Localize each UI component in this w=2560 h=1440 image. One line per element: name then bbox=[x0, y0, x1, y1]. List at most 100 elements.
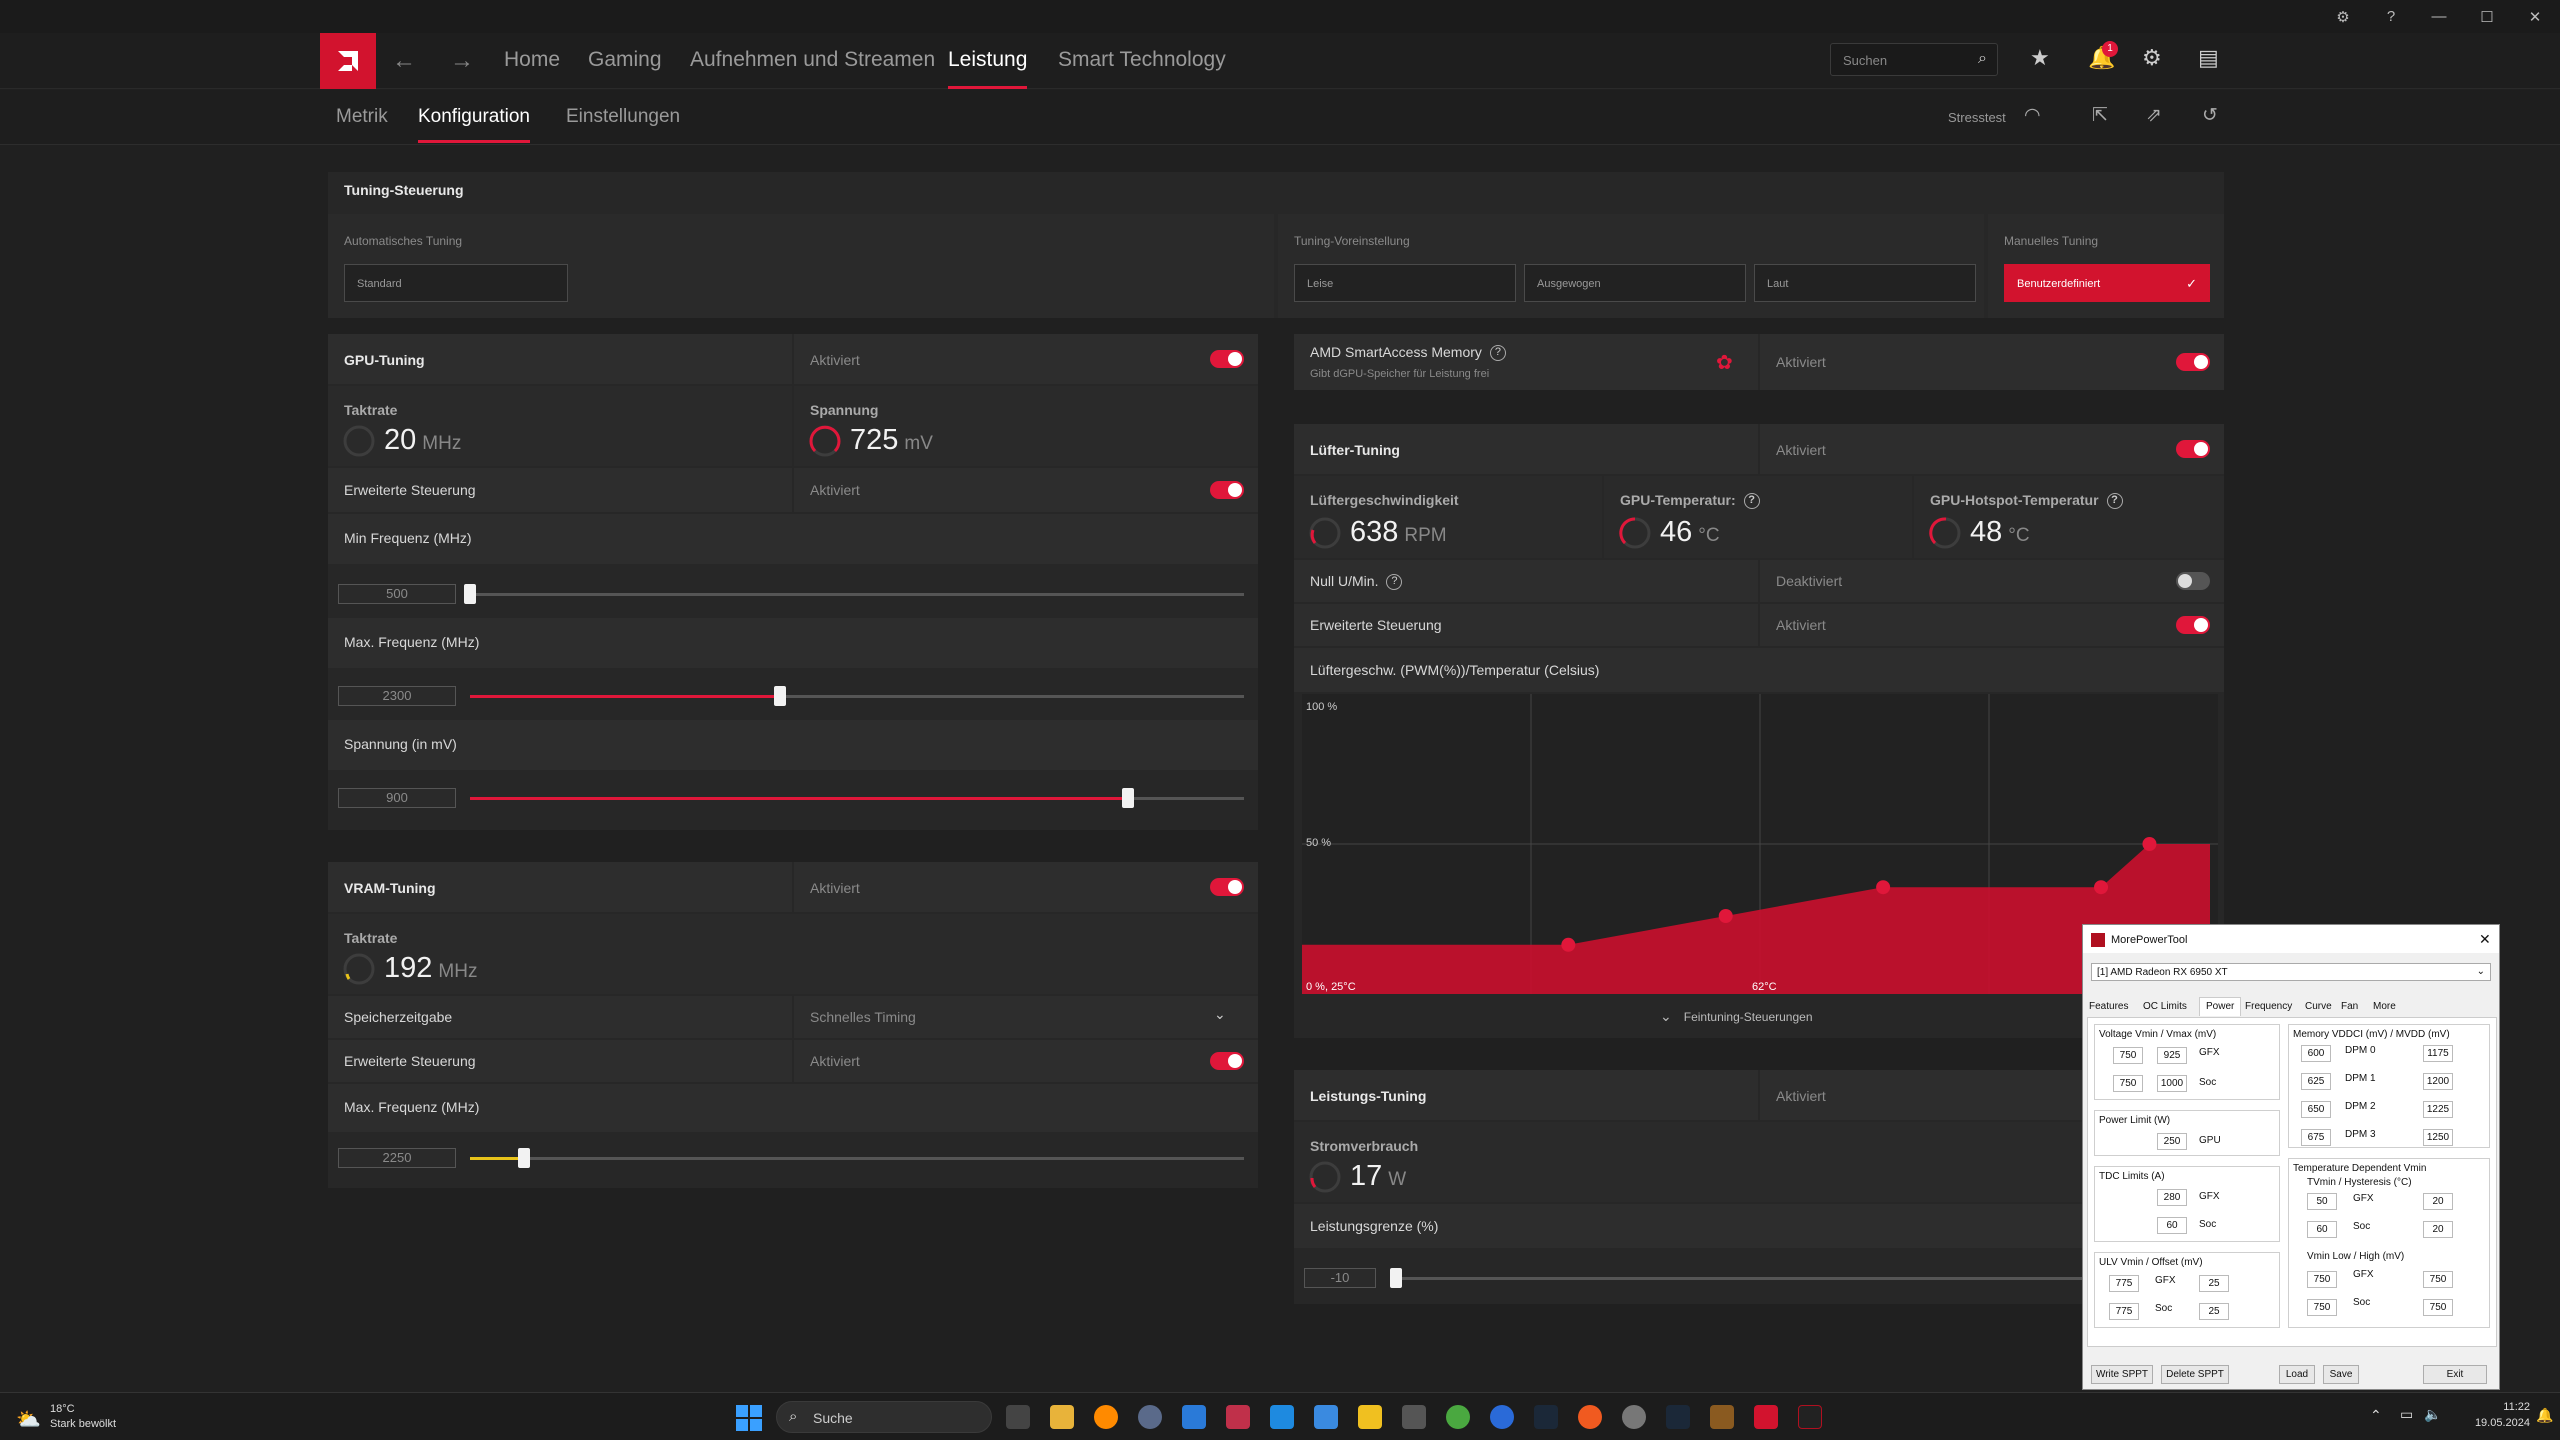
preset-quiet[interactable]: Leise bbox=[1294, 264, 1516, 302]
mpt-tv-soc-h[interactable] bbox=[2423, 1221, 2453, 1238]
vram-max-freq-input[interactable]: 2250 bbox=[338, 1148, 456, 1168]
minimize-button[interactable]: — bbox=[2431, 8, 2447, 25]
fan-tuning-toggle[interactable] bbox=[2176, 440, 2210, 458]
app-icon-3[interactable] bbox=[1402, 1405, 1426, 1429]
mpt-device-select[interactable]: [1] AMD Radeon RX 6950 XT ⌄ bbox=[2091, 963, 2491, 981]
mpt-tv-gfx-h[interactable] bbox=[2423, 1193, 2453, 1210]
mpt-tab-frequency[interactable]: Frequency bbox=[2245, 1001, 2293, 1012]
mpt-tdc-soc[interactable] bbox=[2157, 1217, 2187, 1234]
mpt-dpm3-vddci[interactable] bbox=[2301, 1129, 2331, 1146]
mpt-ulv-gfx-vmin[interactable] bbox=[2109, 1275, 2139, 1292]
mpt-dpm0-mvdd[interactable] bbox=[2423, 1045, 2453, 1062]
mpt-tv-gfx-t[interactable] bbox=[2307, 1193, 2337, 1210]
max-freq-track[interactable] bbox=[470, 695, 1244, 698]
star-icon[interactable]: ★ bbox=[2030, 45, 2050, 70]
mpt-dpm0-vddci[interactable] bbox=[2301, 1045, 2331, 1062]
mail-icon[interactable] bbox=[1270, 1405, 1294, 1429]
max-freq-thumb[interactable] bbox=[773, 686, 786, 706]
mpt-write-sppt-button[interactable]: Write SPPT bbox=[2091, 1365, 2153, 1384]
chrome-icon[interactable] bbox=[1446, 1405, 1470, 1429]
max-freq-input[interactable]: 2300 bbox=[338, 686, 456, 706]
stresstest-icon[interactable]: ◠ bbox=[2024, 105, 2041, 126]
tab-metrics[interactable]: Metrik bbox=[336, 106, 388, 127]
weather-icon[interactable]: ⛅ bbox=[16, 1409, 41, 1431]
volume-icon[interactable]: 🔈 bbox=[2424, 1406, 2442, 1422]
fan-curve-point[interactable] bbox=[1876, 880, 1891, 895]
mpt-delete-sppt-button[interactable]: Delete SPPT bbox=[2161, 1365, 2229, 1384]
steam-icon[interactable] bbox=[1534, 1405, 1558, 1429]
power-limit-track[interactable] bbox=[1390, 1277, 2210, 1280]
mpt-save-button[interactable]: Save bbox=[2323, 1365, 2359, 1384]
mpt-tab-power[interactable]: Power bbox=[2199, 997, 2242, 1016]
mpt-dpm2-mvdd[interactable] bbox=[2423, 1101, 2453, 1118]
vram-tuning-toggle[interactable] bbox=[1210, 878, 1244, 896]
gpu-advanced-toggle[interactable] bbox=[1210, 481, 1244, 499]
preset-loud[interactable]: Laut bbox=[1754, 264, 1976, 302]
help-icon[interactable]: ? bbox=[1386, 574, 1403, 591]
voltage-mv-thumb[interactable] bbox=[1121, 788, 1134, 808]
power-limit-input[interactable]: -10 bbox=[1304, 1268, 1376, 1288]
mpt-vm-soc-low[interactable] bbox=[2307, 1299, 2337, 1316]
nav-gaming[interactable]: Gaming bbox=[588, 48, 662, 71]
steam-icon-2[interactable] bbox=[1666, 1405, 1690, 1429]
mpt-vgfx-max[interactable] bbox=[2157, 1047, 2187, 1064]
fan-curve-point[interactable] bbox=[1561, 937, 1576, 952]
mpt-vsoc-min[interactable] bbox=[2113, 1075, 2143, 1092]
fine-tuning-toggle[interactable]: ⌄ Feintuning-Steuerungen bbox=[1660, 1008, 1813, 1024]
mpt-tv-soc-t[interactable] bbox=[2307, 1221, 2337, 1238]
close-button[interactable]: ✕ bbox=[2528, 8, 2542, 26]
snipping-tool-icon[interactable] bbox=[1226, 1405, 1250, 1429]
fan-curve-point[interactable] bbox=[2142, 837, 2157, 851]
mpt-vgfx-min[interactable] bbox=[2113, 1047, 2143, 1064]
mpt-load-button[interactable]: Load bbox=[2279, 1365, 2315, 1384]
tray-chevron-icon[interactable]: ⌃ bbox=[2370, 1407, 2382, 1423]
mpt-ulv-gfx-offset[interactable] bbox=[2199, 1275, 2229, 1292]
min-freq-input[interactable]: 500 bbox=[338, 584, 456, 604]
min-freq-thumb[interactable] bbox=[464, 584, 476, 604]
gear-icon[interactable]: ⚙ bbox=[2142, 45, 2162, 70]
help-icon[interactable]: ? bbox=[2386, 8, 2396, 25]
task-view-icon[interactable] bbox=[1006, 1405, 1030, 1429]
taskbar-search[interactable]: ⌕ Suche bbox=[776, 1401, 992, 1433]
mpt-dpm1-vddci[interactable] bbox=[2301, 1073, 2331, 1090]
fan-curve-point[interactable] bbox=[2094, 880, 2109, 895]
windows-start-icon[interactable] bbox=[736, 1405, 762, 1431]
auto-tuning-select[interactable]: Standard bbox=[344, 264, 568, 302]
reset-icon[interactable]: ↺ bbox=[2202, 105, 2218, 126]
help-icon[interactable]: ? bbox=[2106, 493, 2123, 510]
notifications-tray-icon[interactable]: 🔔 bbox=[2536, 1407, 2554, 1423]
clock-date[interactable]: 19.05.2024 bbox=[2474, 1417, 2530, 1429]
help-icon[interactable]: ? bbox=[1489, 345, 1506, 362]
maximize-button[interactable]: ☐ bbox=[2480, 8, 2494, 26]
nav-performance[interactable]: Leistung bbox=[948, 48, 1028, 89]
mpt-tab-oc-limits[interactable]: OC Limits bbox=[2143, 1001, 2187, 1012]
app-icon-5[interactable] bbox=[1622, 1405, 1646, 1429]
file-explorer-icon[interactable] bbox=[1050, 1405, 1074, 1429]
mpt-exit-button[interactable]: Exit bbox=[2423, 1365, 2487, 1384]
amd-software-icon[interactable] bbox=[1754, 1405, 1778, 1429]
manual-tuning-custom-button[interactable]: Benutzerdefiniert ✓ bbox=[2004, 264, 2210, 302]
fan-curve-point[interactable] bbox=[1718, 909, 1733, 923]
vram-max-freq-thumb[interactable] bbox=[518, 1148, 531, 1168]
mpt-dpm2-vddci[interactable] bbox=[2301, 1101, 2331, 1118]
tab-settings[interactable]: Einstellungen bbox=[566, 106, 681, 127]
mpt-tab-features[interactable]: Features bbox=[2089, 1001, 2129, 1012]
fan-curve-chart[interactable]: 100 % 50 % 0 %, 25°C 62°C bbox=[1302, 694, 2218, 994]
export-icon[interactable]: ⇱ bbox=[2092, 105, 2108, 126]
mpt-tab-curve[interactable]: Curve bbox=[2305, 1001, 2332, 1012]
app-icon-6[interactable] bbox=[1710, 1405, 1734, 1429]
mpt-ulv-soc-offset[interactable] bbox=[2199, 1303, 2229, 1320]
mpt-vm-soc-high[interactable] bbox=[2423, 1299, 2453, 1316]
mpt-ulv-soc-vmin[interactable] bbox=[2109, 1303, 2139, 1320]
mpt-powerlimit-input[interactable] bbox=[2157, 1133, 2187, 1150]
app-icon-1[interactable] bbox=[1182, 1405, 1206, 1429]
voltage-mv-input[interactable]: 900 bbox=[338, 788, 456, 808]
layout-icon[interactable]: ▤ bbox=[2198, 45, 2219, 70]
settings-small-icon[interactable]: ⚙ bbox=[2336, 8, 2350, 26]
mpt-vm-gfx-high[interactable] bbox=[2423, 1271, 2453, 1288]
gpu-tuning-toggle[interactable] bbox=[1210, 350, 1244, 368]
mpt-tab-more[interactable]: More bbox=[2373, 1001, 2396, 1012]
mpt-vsoc-max[interactable] bbox=[2157, 1075, 2187, 1092]
forward-arrow-icon[interactable]: → bbox=[450, 47, 474, 74]
help-icon[interactable]: ? bbox=[1743, 493, 1760, 510]
